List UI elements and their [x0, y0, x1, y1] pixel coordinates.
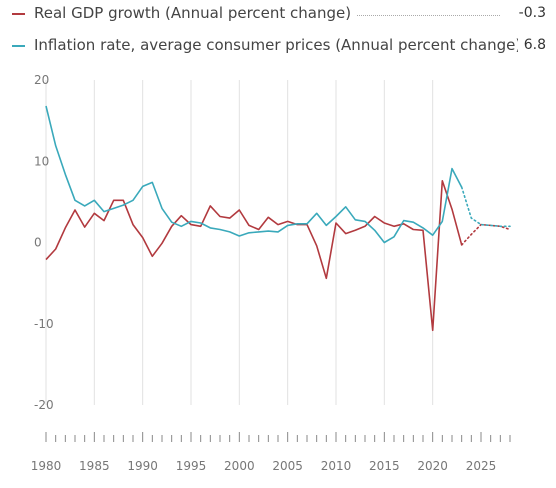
legend-swatch-gdp — [12, 13, 25, 15]
y-tick-label: 0 — [34, 236, 42, 250]
y-tick-label: 10 — [34, 154, 49, 168]
legend-value-gdp: -0.3 — [512, 5, 546, 21]
x-tick-label: 2020 — [417, 459, 448, 473]
legend-item-inflation[interactable]: Inflation rate, average consumer prices … — [12, 34, 546, 58]
y-tick-label: 20 — [34, 73, 49, 87]
x-tick-label: 2010 — [321, 459, 352, 473]
y-tick-label: -20 — [34, 398, 54, 412]
series-lines — [45, 105, 511, 332]
series-projection-0 — [460, 223, 511, 246]
grid-lines — [45, 80, 434, 405]
x-tick-label: 1985 — [79, 459, 110, 473]
series-projection-1 — [460, 186, 511, 228]
y-tick-label: -10 — [34, 317, 54, 331]
legend-label-gdp: Real GDP growth (Annual percent change) — [34, 4, 358, 22]
legend-item-gdp[interactable]: Real GDP growth (Annual percent change) … — [12, 2, 546, 26]
legend-value-inflation: 6.8 — [517, 37, 546, 53]
legend-label-inflation: Inflation rate, average consumer prices … — [34, 36, 528, 54]
x-tick-label: 2000 — [224, 459, 255, 473]
y-axis: 20 10 0 -10 -20 — [34, 73, 54, 412]
x-tick-label: 2025 — [466, 459, 497, 473]
legend-swatch-inflation — [12, 45, 25, 47]
x-axis: 1980 1985 1990 1995 2000 2005 2010 2015 2020 2025 — [31, 432, 511, 473]
series-line-1 — [45, 105, 463, 244]
x-tick-label: 1990 — [127, 459, 158, 473]
series-line-0 — [45, 180, 463, 332]
legend-leader-dots — [332, 15, 500, 16]
x-tick-label: 2005 — [272, 459, 303, 473]
x-tick-label: 2015 — [369, 459, 400, 473]
x-tick-label: 1995 — [176, 459, 207, 473]
x-tick-label: 1980 — [31, 459, 62, 473]
legend: Real GDP growth (Annual percent change) … — [0, 0, 556, 70]
